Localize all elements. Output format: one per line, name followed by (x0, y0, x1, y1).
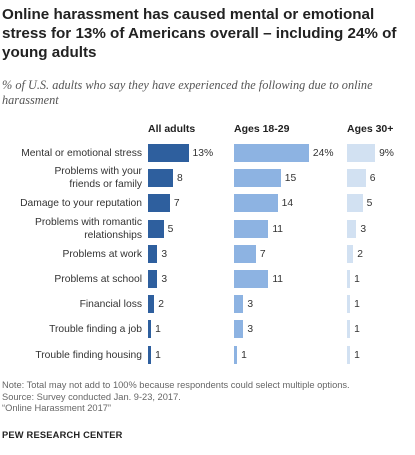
bar (148, 144, 189, 162)
bar (347, 194, 363, 212)
category-label: Problems at work (62, 248, 142, 261)
data-label: 7 (260, 248, 266, 261)
data-label: 1 (241, 349, 247, 362)
bar (234, 245, 256, 263)
bar (347, 320, 350, 338)
bar (148, 320, 151, 338)
category-label: Damage to your reputation (20, 197, 142, 210)
column-header: Ages 18-29 (234, 123, 289, 135)
data-label: 15 (285, 172, 296, 185)
bar (347, 270, 350, 288)
data-label: 1 (155, 349, 161, 362)
bar (148, 245, 157, 263)
data-label: 3 (247, 323, 253, 336)
data-label: 13% (193, 147, 214, 160)
data-label: 1 (354, 298, 360, 311)
bar (234, 295, 243, 313)
bar (148, 346, 151, 364)
report-name: “Online Harassment 2017” (2, 403, 350, 415)
bar (347, 346, 350, 364)
bar (347, 245, 353, 263)
data-label: 1 (354, 349, 360, 362)
data-label: 3 (161, 248, 167, 261)
data-label: 1 (354, 323, 360, 336)
category-label: Mental or emotional stress (21, 147, 142, 160)
data-label: 2 (357, 248, 363, 261)
bar (234, 346, 237, 364)
category-label: Problems with romantic relationships (35, 216, 142, 242)
bar (148, 220, 164, 238)
chart-notes: Note: Total may not add to 100% because … (2, 380, 350, 415)
data-label: 1 (155, 323, 161, 336)
data-label: 7 (174, 197, 180, 210)
category-label: Trouble finding housing (35, 349, 142, 362)
bar (234, 169, 281, 187)
data-label: 24% (313, 147, 334, 160)
data-label: 14 (282, 197, 293, 210)
data-label: 9% (379, 147, 394, 160)
bar (148, 169, 173, 187)
source-organization: PEW RESEARCH CENTER (2, 430, 123, 440)
category-label: Financial loss (80, 298, 142, 311)
category-label: Trouble finding a job (49, 323, 142, 336)
data-label: 11 (272, 273, 283, 286)
bar (148, 194, 170, 212)
data-label: 11 (272, 223, 283, 236)
data-label: 5 (367, 197, 373, 210)
chart-title: Online harassment has caused mental or e… (2, 5, 412, 62)
bar (234, 144, 309, 162)
bar (234, 270, 268, 288)
column-header: All adults (148, 123, 195, 135)
column-header: Ages 30+ (347, 123, 393, 135)
bar (148, 270, 157, 288)
data-label: 6 (370, 172, 376, 185)
bar (347, 220, 356, 238)
note-text: Note: Total may not add to 100% because … (2, 380, 350, 392)
bar (234, 194, 278, 212)
data-label: 2 (158, 298, 164, 311)
bar (234, 320, 243, 338)
data-label: 3 (360, 223, 366, 236)
category-label: Problems at school (54, 273, 142, 286)
bar (347, 144, 375, 162)
data-label: 3 (247, 298, 253, 311)
data-label: 8 (177, 172, 183, 185)
bar (148, 295, 154, 313)
bar (347, 295, 350, 313)
bar (347, 169, 366, 187)
data-label: 5 (168, 223, 174, 236)
category-label: Problems with your friends or family (54, 165, 142, 191)
data-label: 3 (161, 273, 167, 286)
bar (234, 220, 268, 238)
chart-subtitle: % of U.S. adults who say they have exper… (2, 78, 407, 108)
data-label: 1 (354, 273, 360, 286)
source-text: Source: Survey conducted Jan. 9-23, 2017… (2, 392, 350, 404)
